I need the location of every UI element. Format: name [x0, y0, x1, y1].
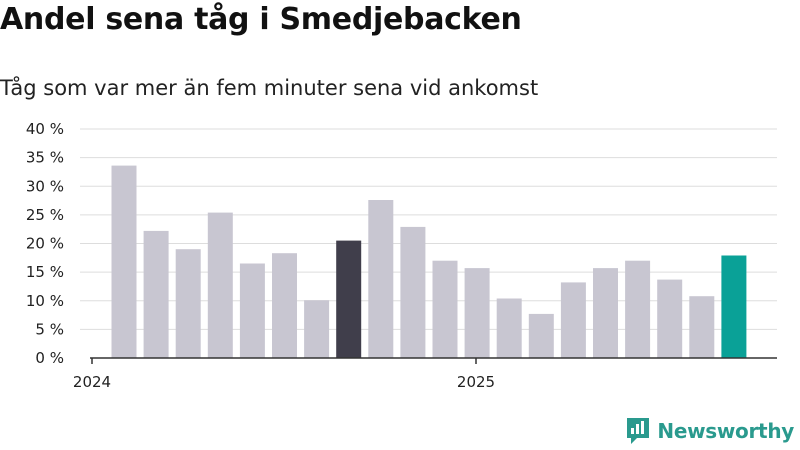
newsworthy-brand[interactable]: Newsworthy [625, 416, 794, 446]
bar [207, 212, 233, 358]
bar [560, 282, 586, 358]
bar [304, 300, 330, 358]
bar [657, 279, 683, 358]
gridlines [80, 128, 777, 330]
bar [111, 165, 137, 358]
y-tick-label: 0 % [35, 349, 64, 367]
x-axis-ticks: 2024 2025 [73, 358, 495, 391]
bar [528, 313, 554, 358]
bar-chart: 0 %5 %10 %15 %20 %25 %30 %35 %40 % 2024 2… [26, 120, 777, 391]
chart-title: Andel sena tåg i Smedjebacken [0, 2, 522, 37]
y-tick-label: 30 % [26, 177, 64, 195]
y-tick-label: 20 % [26, 235, 64, 253]
x-tick-label: 2025 [457, 373, 495, 391]
y-tick-label: 25 % [26, 206, 64, 224]
bar [593, 268, 618, 358]
bar [496, 298, 522, 358]
bar [368, 200, 394, 358]
y-axis-ticks: 0 % 5 % 10 % 15 % 20 % 25 % 30 % 35 % 40 % [26, 120, 64, 367]
bar [272, 253, 297, 358]
y-tick-label: 5 % [35, 320, 64, 338]
newsworthy-logo-icon [627, 418, 650, 444]
y-tick-label: 10 % [26, 292, 64, 310]
bar [689, 296, 715, 358]
bar-highlight [336, 240, 362, 358]
brand-name: Newsworthy [657, 419, 794, 443]
y-tick-label: 15 % [26, 263, 64, 281]
y-tick-label: 35 % [26, 149, 64, 167]
chart-subtitle: Tåg som var mer än fem minuter sena vid … [0, 76, 539, 100]
bar [239, 263, 265, 358]
bar [400, 226, 426, 358]
bar [625, 260, 651, 358]
bar [432, 260, 458, 358]
bar [143, 230, 169, 358]
x-tick-label: 2024 [73, 373, 111, 391]
y-tick-label: 40 % [26, 120, 64, 138]
bars [111, 165, 747, 358]
bar-highlight [721, 255, 747, 358]
bar [464, 268, 490, 358]
bar [175, 249, 201, 358]
